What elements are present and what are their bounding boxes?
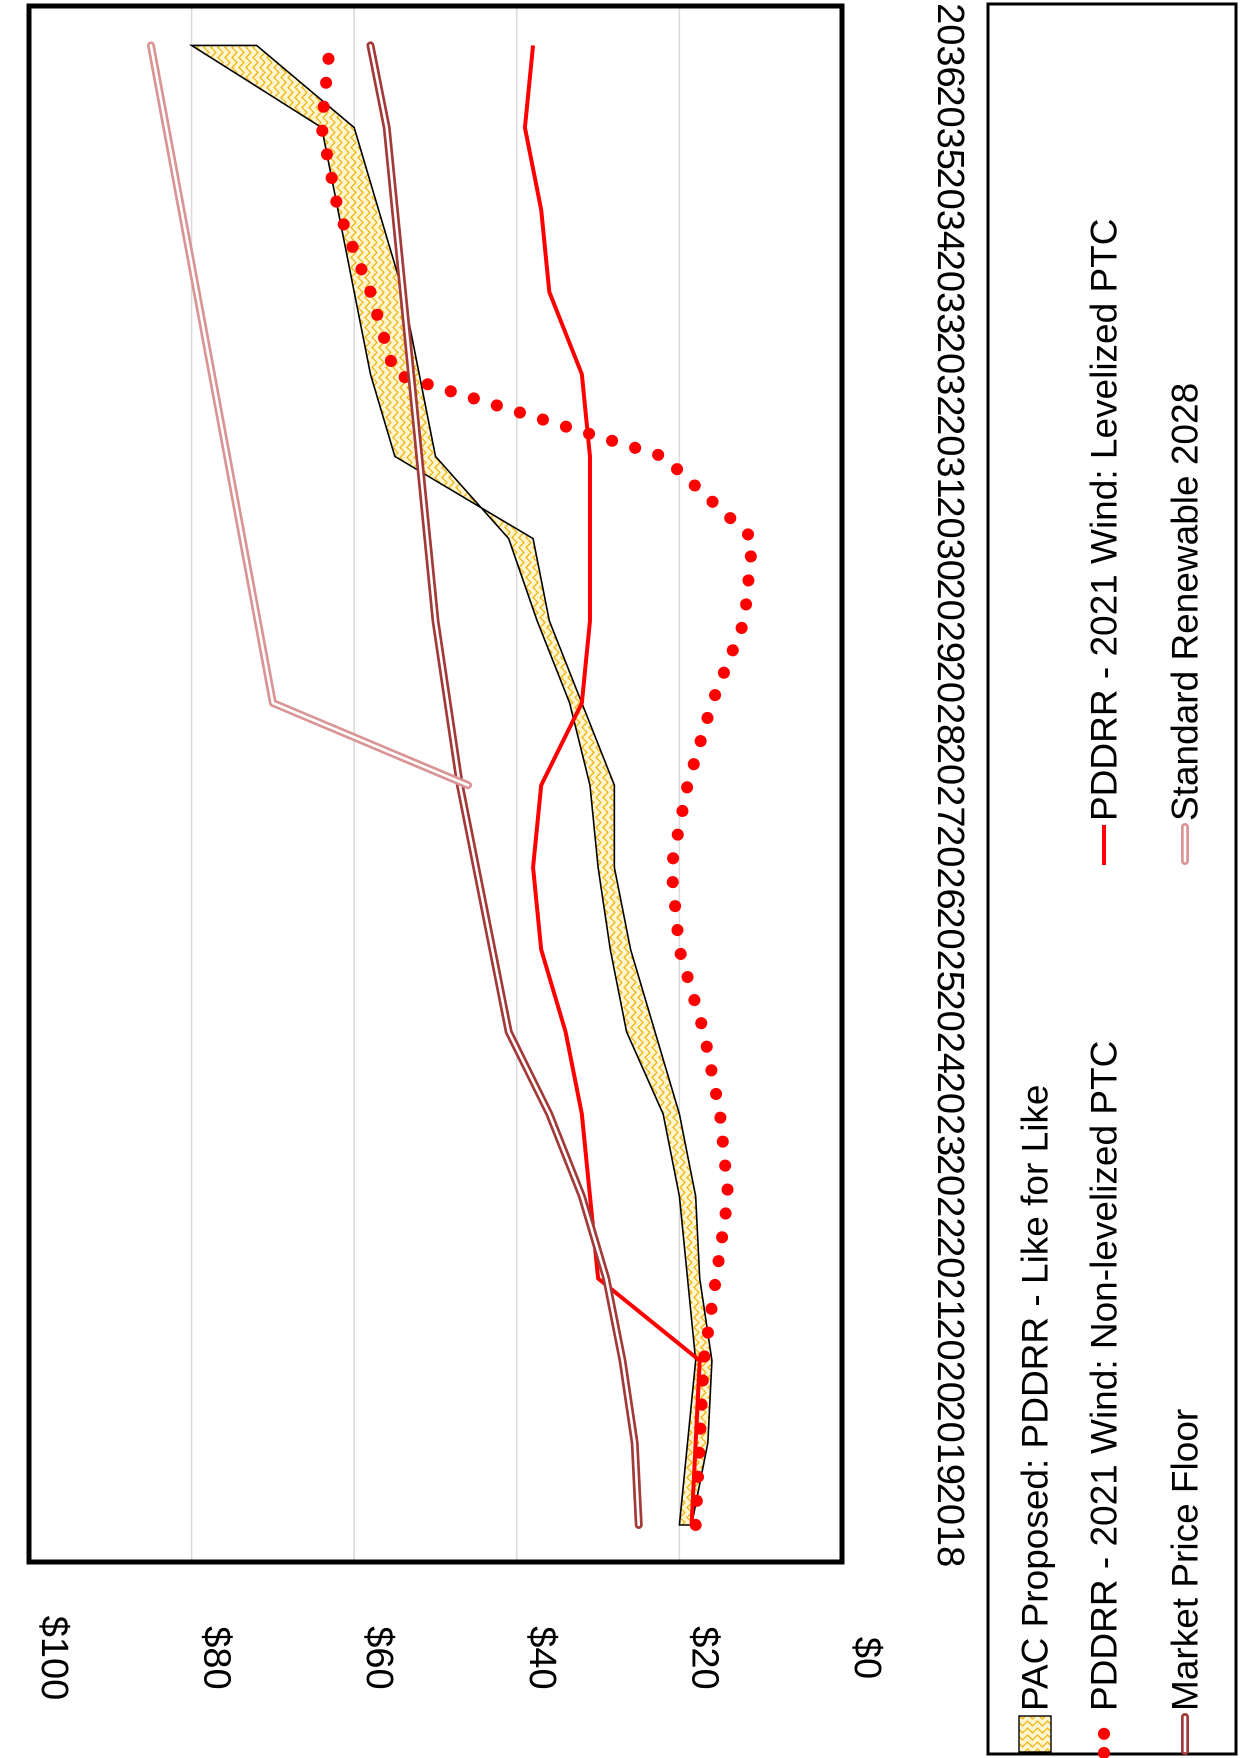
x-tick-label: 2027 [929, 743, 971, 828]
x-tick-label: 2020 [929, 1318, 971, 1403]
x-axis: 2018201920202021202220232024202520262027… [929, 3, 971, 1567]
y-axis: $0 $20 $40 $60 $80 $100 [33, 1616, 888, 1701]
legend-item: Market Price Floor [1165, 1409, 1206, 1755]
plot-area-border [26, 3, 845, 1565]
x-tick-label: 2036 [929, 3, 971, 88]
y-tick-label: $100 [33, 1616, 75, 1701]
legend-swatch [1018, 1715, 1052, 1753]
legend-label: PAC Proposed: PDDRR - Like for Like [1015, 1085, 1056, 1712]
x-tick-label: 2032 [929, 332, 971, 417]
x-tick-label: 2029 [929, 579, 971, 664]
band-pac-proposed [188, 44, 713, 1526]
x-tick-label: 2034 [929, 168, 971, 253]
legend-item: PAC Proposed: PDDRR - Like for Like [1015, 1085, 1056, 1753]
x-tick-label: 2022 [929, 1154, 971, 1239]
x-tick-label: 2019 [929, 1401, 971, 1486]
band-layer [188, 44, 713, 1526]
x-tick-label: 2018 [929, 1483, 971, 1568]
y-tick-label: $0 [846, 1637, 888, 1679]
legend-label: Standard Renewable 2028 [1165, 383, 1206, 821]
x-tick-label: 2033 [929, 250, 971, 335]
legend-label: Market Price Floor [1165, 1409, 1206, 1711]
x-tick-label: 2031 [929, 414, 971, 499]
y-tick-label: $40 [521, 1626, 563, 1689]
legend-box [986, 2, 1238, 1756]
y-tick-label: $20 [683, 1626, 725, 1689]
legend-item: Standard Renewable 2028 [1165, 383, 1206, 865]
legend-item: PDDRR - 2021 Wind: Non-levelized PTC [1084, 1041, 1125, 1758]
y-tick-label: $80 [196, 1626, 238, 1689]
y-tick-label: $60 [358, 1626, 400, 1689]
x-tick-label: 2026 [929, 825, 971, 910]
series-line-0 [315, 39, 759, 1531]
x-tick-label: 2024 [929, 990, 971, 1075]
legend-label: PDDRR - 2021 Wind: Levelized PTC [1084, 219, 1125, 822]
series-line-3-inner [149, 44, 470, 787]
x-tick-label: 2035 [929, 85, 971, 170]
series-line-1 [522, 45, 702, 1526]
x-tick-label: 2028 [929, 661, 971, 746]
legend-label: PDDRR - 2021 Wind: Non-levelized PTC [1084, 1041, 1125, 1711]
legend: PAC Proposed: PDDRR - Like for Like PDDRR… [1015, 219, 1206, 1758]
series-layer [146, 39, 759, 1531]
x-tick-label: 2023 [929, 1072, 971, 1157]
x-tick-label: 2030 [929, 496, 971, 581]
x-tick-label: 2025 [929, 907, 971, 992]
x-tick-label: 2021 [929, 1236, 971, 1321]
legend-item: PDDRR - 2021 Wind: Levelized PTC [1084, 219, 1125, 865]
